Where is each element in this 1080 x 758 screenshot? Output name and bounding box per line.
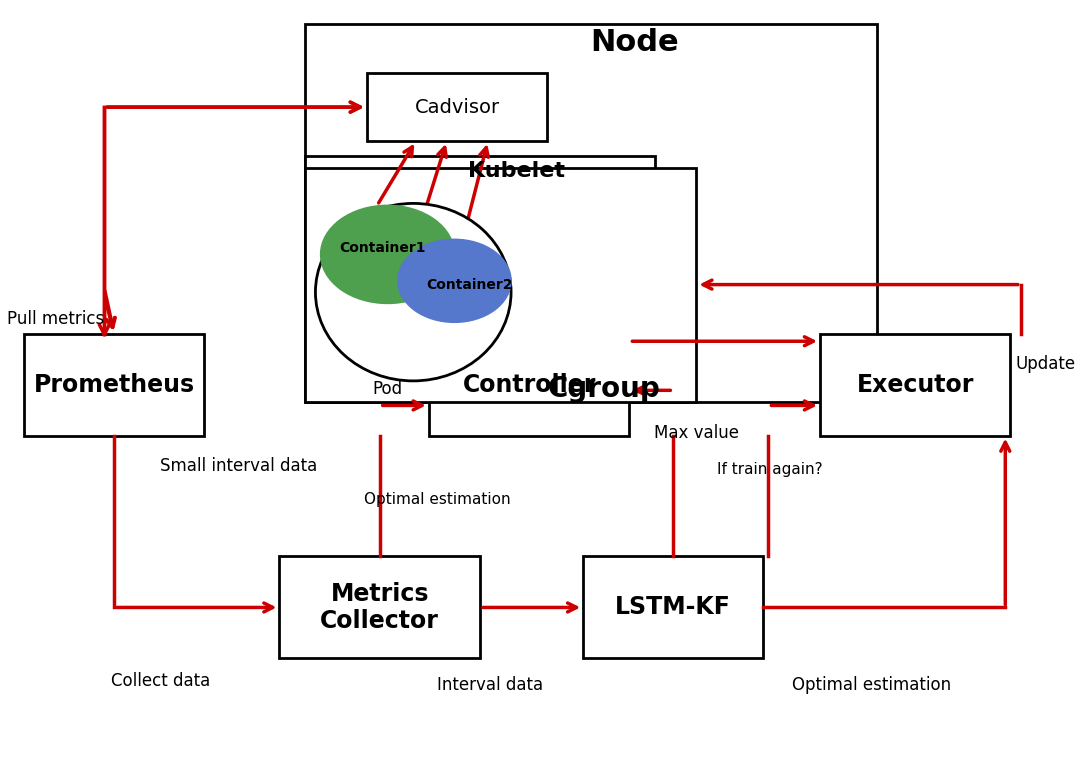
Text: Update: Update — [1015, 355, 1076, 373]
FancyBboxPatch shape — [24, 334, 204, 436]
Text: Prometheus: Prometheus — [33, 373, 194, 396]
Text: Small interval data: Small interval data — [160, 457, 316, 475]
Text: Interval data: Interval data — [437, 676, 543, 694]
Text: Container2: Container2 — [427, 277, 513, 292]
Circle shape — [397, 240, 511, 322]
FancyBboxPatch shape — [306, 24, 877, 402]
Text: Optimal estimation: Optimal estimation — [364, 493, 511, 507]
Text: Pod: Pod — [373, 380, 403, 398]
Text: If train again?: If train again? — [717, 462, 823, 477]
Text: Kubelet: Kubelet — [468, 161, 565, 181]
Text: LSTM-KF: LSTM-KF — [616, 596, 731, 619]
Circle shape — [321, 205, 455, 303]
FancyBboxPatch shape — [280, 556, 481, 659]
FancyBboxPatch shape — [367, 73, 548, 141]
Text: Controller: Controller — [462, 373, 596, 396]
Text: Container1: Container1 — [339, 241, 426, 255]
FancyBboxPatch shape — [583, 556, 764, 659]
FancyBboxPatch shape — [820, 334, 1011, 436]
Text: Executor: Executor — [856, 373, 974, 396]
Text: Node: Node — [591, 29, 679, 58]
FancyBboxPatch shape — [306, 168, 697, 402]
Text: Metrics
Collector: Metrics Collector — [321, 581, 440, 634]
Text: Pull metrics: Pull metrics — [6, 309, 104, 327]
FancyBboxPatch shape — [429, 334, 630, 436]
Text: Optimal estimation: Optimal estimation — [792, 676, 951, 694]
FancyBboxPatch shape — [306, 156, 656, 277]
Text: Cadvisor: Cadvisor — [415, 98, 500, 117]
Ellipse shape — [315, 203, 511, 381]
Text: Max value: Max value — [653, 424, 739, 443]
Text: Collect data: Collect data — [111, 672, 211, 690]
Text: Cgroup: Cgroup — [548, 374, 660, 402]
